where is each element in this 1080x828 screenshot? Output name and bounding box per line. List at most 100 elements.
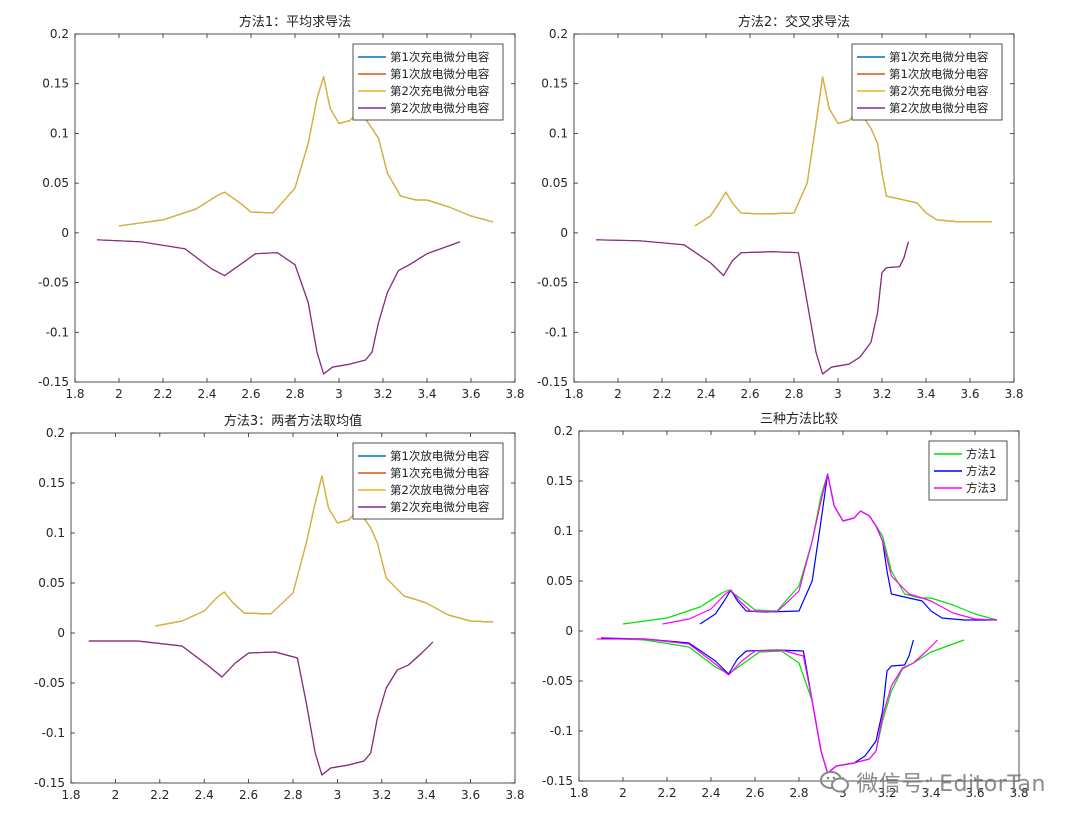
legend-label: 第2次放电微分电容	[889, 101, 989, 115]
x-tick-label: 2.6	[740, 387, 759, 401]
y-tick-label: -0.05	[34, 676, 65, 690]
y-tick-label: -0.15	[38, 375, 69, 389]
x-tick-label: 2.4	[195, 788, 214, 802]
y-tick-label: 0.05	[42, 176, 69, 190]
x-tick-label: 3.4	[417, 387, 436, 401]
legend-label: 第2次充电微分电容	[390, 500, 490, 514]
series-line-3	[155, 475, 493, 627]
y-tick-label: 0.15	[541, 77, 568, 91]
chart-panel-4: 三种方法比较 1.8 2 2.2 2.4 2.6 2.8 3 3.2 3.4 3.6 3.8 -0.15…	[542, 411, 1029, 800]
y-tick-label: -0.15	[34, 776, 65, 790]
x-tick-label: 3.2	[373, 387, 392, 401]
chart-title: 方法3：两者方法取均值	[224, 413, 362, 429]
x-tick-label: 3.6	[461, 788, 480, 802]
y-tick-label: -0.1	[42, 726, 65, 740]
x-tick-label: 3.2	[872, 387, 891, 401]
x-tick-label: 2.2	[153, 387, 172, 401]
y-tick-label: 0.05	[38, 576, 65, 590]
y-tick-label: 0.15	[42, 77, 69, 91]
x-tick-label: 3.2	[372, 788, 391, 802]
y-tick-label: 0.2	[50, 27, 69, 41]
x-tick-label: 2.2	[150, 788, 169, 802]
chart-panel-3: 方法3：两者方法取均值 1.8 2 2.2 2.4 2.6 2.8 3 3.2 3.4 3.6 3.8…	[34, 413, 525, 802]
x-tick-label: 2.8	[784, 387, 803, 401]
y-tick-label: -0.1	[550, 724, 573, 738]
series-line-3	[118, 76, 494, 227]
legend: 方法1 方法2 方法3	[928, 440, 1008, 501]
legend-label: 第1次充电微分电容	[889, 50, 989, 64]
x-tick-label: 3.4	[921, 786, 940, 800]
x-tick-label: 1.8	[61, 788, 80, 802]
series-line-6	[596, 638, 939, 774]
y-tick-label: 0.1	[46, 526, 65, 540]
y-tick-label: -0.05	[537, 276, 568, 290]
x-tick-label: 2	[115, 387, 123, 401]
legend-label: 第1次充电微分电容	[390, 50, 490, 64]
x-tick-label: 2.6	[745, 786, 764, 800]
y-tick-label: 0.15	[38, 476, 65, 490]
x-tick-label: 3.8	[1004, 387, 1023, 401]
x-tick-label: 3.8	[1009, 786, 1028, 800]
x-tick-label: 3.6	[960, 387, 979, 401]
x-tick-label: 3	[834, 387, 842, 401]
y-tick-label: 0	[560, 226, 568, 240]
x-tick-label: 3.8	[505, 387, 524, 401]
watermark: 微信号: EditorTan	[820, 766, 1046, 798]
series-line-4	[595, 239, 909, 375]
x-tick-label: 2	[619, 786, 627, 800]
y-tick-label: -0.1	[46, 325, 69, 339]
series-line-4	[96, 239, 461, 375]
y-tick-label: 0.15	[546, 474, 573, 488]
y-tick-label: 0	[61, 226, 69, 240]
chart-panel-2: 方法2：交叉求导法 1.8 2 2.2 2.4 2.6 2.8 3 3.2 3.4 3.6 3.8 -0…	[537, 14, 1024, 401]
x-tick-label: 2.8	[789, 786, 808, 800]
y-tick-label: 0.1	[549, 126, 568, 140]
legend-label: 第2次充电微分电容	[889, 84, 989, 98]
chart-title: 方法2：交叉求导法	[738, 14, 850, 30]
x-tick-label: 3	[335, 387, 343, 401]
watermark-text: 微信号: EditorTan	[856, 772, 1046, 797]
y-tick-label: -0.15	[537, 375, 568, 389]
series-line-5	[662, 473, 998, 625]
x-tick-label: 3	[839, 786, 847, 800]
x-tick-label: 2.8	[285, 387, 304, 401]
legend-label: 方法3	[966, 481, 996, 495]
y-tick-label: 0.05	[546, 574, 573, 588]
y-tick-label: 0.05	[541, 176, 568, 190]
series-line-4	[600, 637, 914, 774]
x-tick-label: 2.2	[652, 387, 671, 401]
legend-label: 第1次放电微分电容	[390, 449, 490, 463]
chart-title: 方法1：平均求导法	[239, 14, 351, 30]
y-tick-label: 0	[565, 624, 573, 638]
legend-label: 第2次充电微分电容	[390, 84, 490, 98]
x-tick-label: 3.6	[965, 786, 984, 800]
series-line-2	[600, 637, 965, 774]
x-tick-label: 2.6	[241, 387, 260, 401]
series-line-2	[96, 239, 461, 375]
legend-label: 第2次放电微分电容	[390, 483, 490, 497]
y-tick-label: -0.05	[38, 276, 69, 290]
chart-title: 三种方法比较	[760, 411, 838, 427]
y-tick-label: 0.1	[554, 524, 573, 538]
x-tick-label: 3.6	[461, 387, 480, 401]
x-tick-label: 2	[614, 387, 622, 401]
x-tick-label: 2.6	[239, 788, 258, 802]
x-tick-label: 2.4	[701, 786, 720, 800]
series-line-4	[88, 640, 434, 776]
series-line-2	[595, 239, 909, 375]
y-tick-label: 0.1	[50, 126, 69, 140]
x-tick-label: 2	[112, 788, 120, 802]
x-tick-label: 3.2	[877, 786, 896, 800]
legend-label: 第1次放电微分电容	[390, 67, 490, 81]
y-tick-label: -0.15	[542, 774, 573, 788]
legend-label: 方法1	[966, 447, 996, 461]
legend-label: 第1次放电微分电容	[889, 67, 989, 81]
chart-panel-1: 方法1：平均求导法 1.8 2 2.2 2.4 2.6 2.8 3 3.2 3.4 3.6 3.8 -0…	[38, 14, 525, 401]
x-tick-label: 2.8	[283, 788, 302, 802]
x-tick-label: 1.8	[564, 387, 583, 401]
y-tick-label: -0.05	[542, 674, 573, 688]
x-tick-label: 3.4	[916, 387, 935, 401]
x-tick-label: 1.8	[569, 786, 588, 800]
